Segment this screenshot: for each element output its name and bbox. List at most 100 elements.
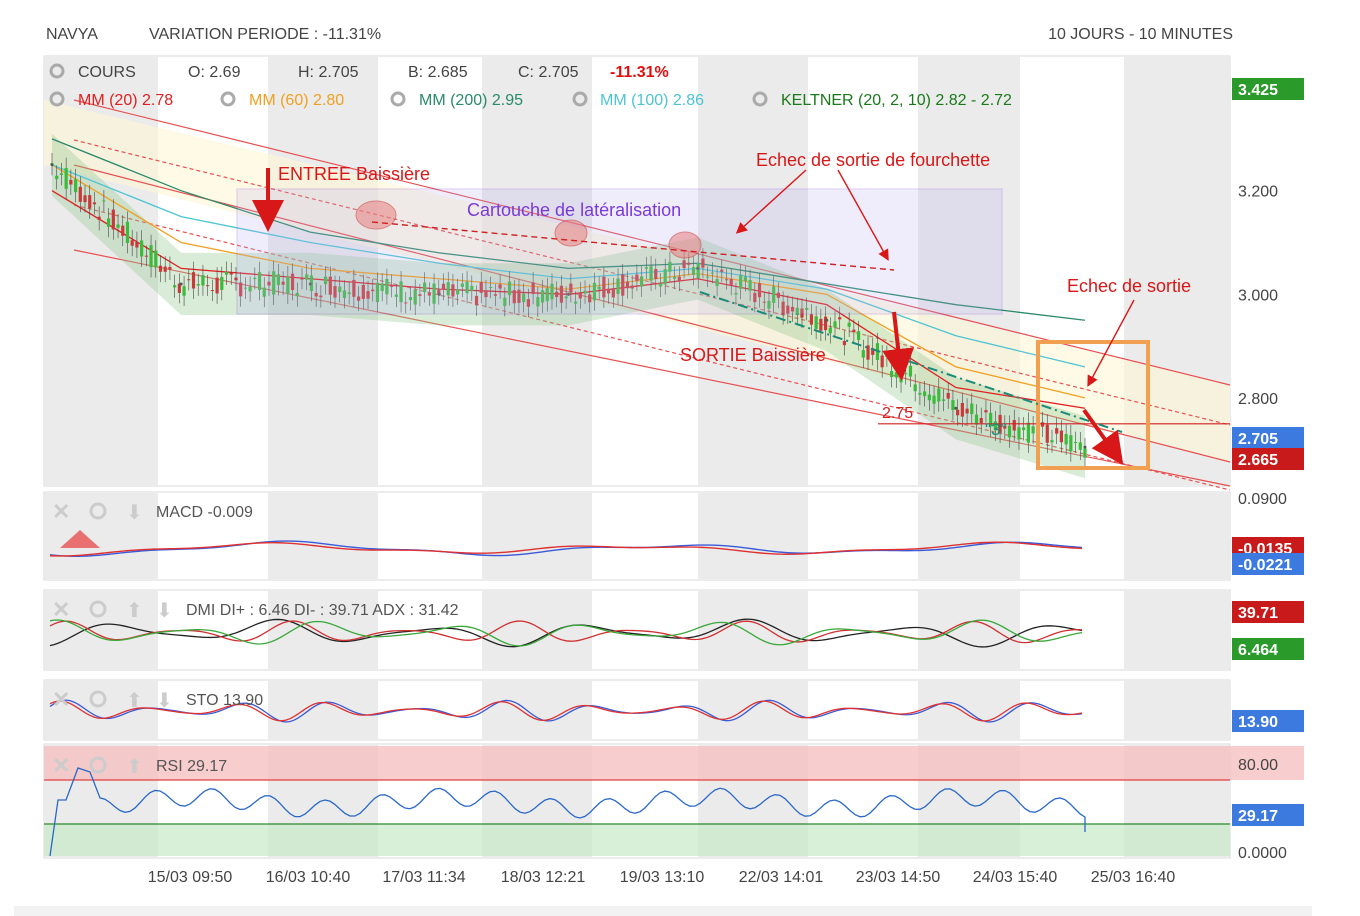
candle-body [597, 286, 601, 290]
close-icon: ✕ [52, 499, 70, 524]
candle-body [979, 418, 983, 424]
candle-body [1083, 448, 1087, 458]
candle-body [701, 258, 705, 268]
footer-scrollbar[interactable] [14, 906, 1312, 916]
channel-line [73, 99, 1231, 386]
candle-body [484, 290, 488, 298]
session-band [698, 493, 808, 579]
candle-body [64, 168, 68, 189]
candle-body [356, 296, 361, 301]
candle-body [611, 288, 615, 298]
candle-body [385, 278, 389, 295]
candle-body [243, 287, 247, 289]
signal-line [49, 541, 1083, 557]
candle-body [904, 373, 908, 375]
candle-body [569, 283, 573, 293]
candle-body [1040, 422, 1045, 427]
candle-body [913, 384, 917, 392]
candle-body [1055, 428, 1059, 434]
close-icon: ✕ [52, 597, 70, 622]
candle-body [918, 392, 922, 395]
indicator-legend: MM (20) 2.78 [78, 92, 173, 109]
candle-body [489, 286, 493, 288]
candle-body [206, 285, 210, 287]
candle-body [555, 291, 559, 298]
candle-body [413, 289, 417, 305]
candle-body [635, 274, 639, 281]
candle-body [743, 276, 747, 281]
session-band [268, 591, 378, 669]
candle-body [158, 265, 163, 272]
candle-body [408, 297, 413, 301]
badge-low-bg [1232, 448, 1304, 470]
candle-body [437, 290, 441, 295]
candle-body [441, 283, 446, 290]
badge-last-bg [1232, 427, 1304, 449]
candle-body [762, 301, 766, 303]
candle-body [465, 281, 469, 294]
highlight-circle [355, 200, 397, 230]
x-tick-label: 17/03 11:34 [382, 869, 465, 886]
macd-axis-top: 0.0900 [1238, 491, 1287, 508]
gear-icon [89, 502, 107, 520]
candle-body [253, 277, 257, 280]
session-band [918, 681, 1020, 739]
candle-body [418, 294, 422, 296]
candle-body [856, 331, 861, 341]
candle-body [69, 179, 73, 185]
candle-body [951, 400, 955, 410]
gear-icon [390, 91, 406, 107]
candle-body [654, 268, 658, 280]
candle-body [536, 297, 540, 307]
candle-body [739, 274, 743, 289]
keltner-band [52, 133, 1085, 479]
x-tick-label: 25/03 16:40 [1091, 869, 1176, 886]
candle-body [140, 240, 144, 257]
candle-body [352, 279, 356, 297]
candle-body [173, 285, 177, 288]
candle-body [583, 290, 587, 294]
candle-body [658, 283, 663, 287]
candle-body [314, 293, 318, 297]
candle-body [781, 301, 785, 315]
candle-body [144, 255, 148, 257]
candle-body [682, 260, 686, 269]
period-range[interactable]: 10 JOURS - 10 MINUTES [1048, 26, 1233, 43]
candle-body [78, 186, 82, 202]
channel-line [73, 204, 1231, 491]
candle-body [432, 283, 436, 304]
ohlc-value: O: 2.69 [188, 64, 241, 81]
candle-body [456, 289, 460, 295]
y-tick-label: 3.000 [1238, 287, 1278, 304]
candle-body [880, 355, 884, 368]
arrow-down-icon: ⬇ [156, 688, 173, 712]
entree-label: ENTREE Baissière [278, 164, 430, 184]
candle-body [460, 283, 464, 287]
candle-body [323, 276, 328, 285]
candle-body [540, 290, 545, 303]
candle-body [163, 266, 167, 272]
x-tick-label: 24/03 15:40 [973, 869, 1058, 886]
candle-body [300, 278, 304, 280]
candle-body [427, 292, 431, 296]
candle-body [847, 322, 851, 327]
candle-body [757, 283, 762, 298]
candle-body [102, 200, 106, 202]
candle-body [932, 395, 936, 404]
indicator-name: STO 13.90 [186, 692, 263, 709]
candle-body [276, 274, 281, 286]
price-point [50, 163, 54, 167]
candle-body [333, 286, 337, 298]
macd-badge-line: -0.0221 [1238, 557, 1292, 574]
pointer-arrow [837, 169, 889, 261]
session-band [698, 681, 808, 739]
candle-body [734, 293, 738, 295]
sto-badge: 13.90 [1238, 714, 1278, 731]
rsi-axis-top: 80.00 [1238, 757, 1278, 774]
candle-body [149, 245, 153, 268]
candle-body [640, 276, 644, 287]
pointer-arrow [1087, 299, 1135, 387]
candle-body [224, 271, 229, 275]
candle-body [125, 221, 130, 243]
candle-body [394, 294, 398, 297]
